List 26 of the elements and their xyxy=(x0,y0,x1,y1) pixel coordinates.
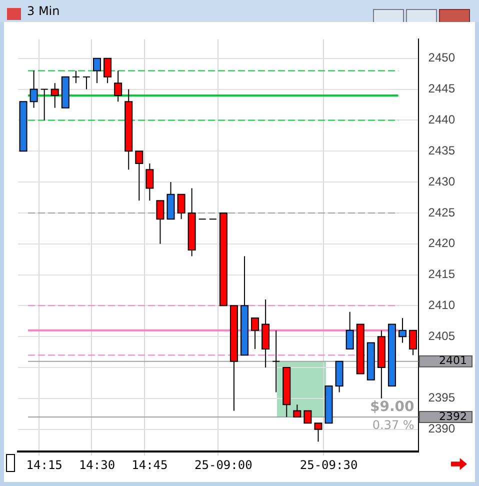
y-tick-label: 2435 xyxy=(428,143,456,158)
y-tick-label: 2425 xyxy=(428,205,456,220)
candlestick xyxy=(40,88,48,121)
annotation: 0.37 % xyxy=(372,418,414,432)
y-tick-label: 2410 xyxy=(428,298,456,312)
y-tick-label: 2405 xyxy=(428,328,456,343)
x-tick-label: 14:30 xyxy=(78,458,116,472)
y-tick-label: 2395 xyxy=(428,390,456,405)
y-tick-label: 2415 xyxy=(428,267,456,282)
candlestick xyxy=(272,330,280,393)
y-tick-label: 2450 xyxy=(428,50,456,65)
chart-title: 3 Min xyxy=(27,4,60,18)
y-tick-label: 2420 xyxy=(428,236,456,250)
y-tick-label: 2440 xyxy=(428,112,456,127)
x-tick-label: 25-09:00 xyxy=(194,458,252,472)
x-tick-label: 14:15 xyxy=(26,458,62,472)
candlestick xyxy=(82,76,90,90)
ref-line-label: 2392 xyxy=(439,410,467,423)
candlestick xyxy=(72,70,80,84)
y-tick-label: 2430 xyxy=(428,174,456,188)
ref-line-label: 2401 xyxy=(439,354,467,368)
y-tick-label: 2390 xyxy=(428,422,456,436)
x-tick-label: 25-09:30 xyxy=(300,458,358,472)
y-tick-label: 2445 xyxy=(428,82,456,96)
annotation: $9.00 xyxy=(370,398,415,415)
x-tick-label: 14:45 xyxy=(132,458,168,472)
